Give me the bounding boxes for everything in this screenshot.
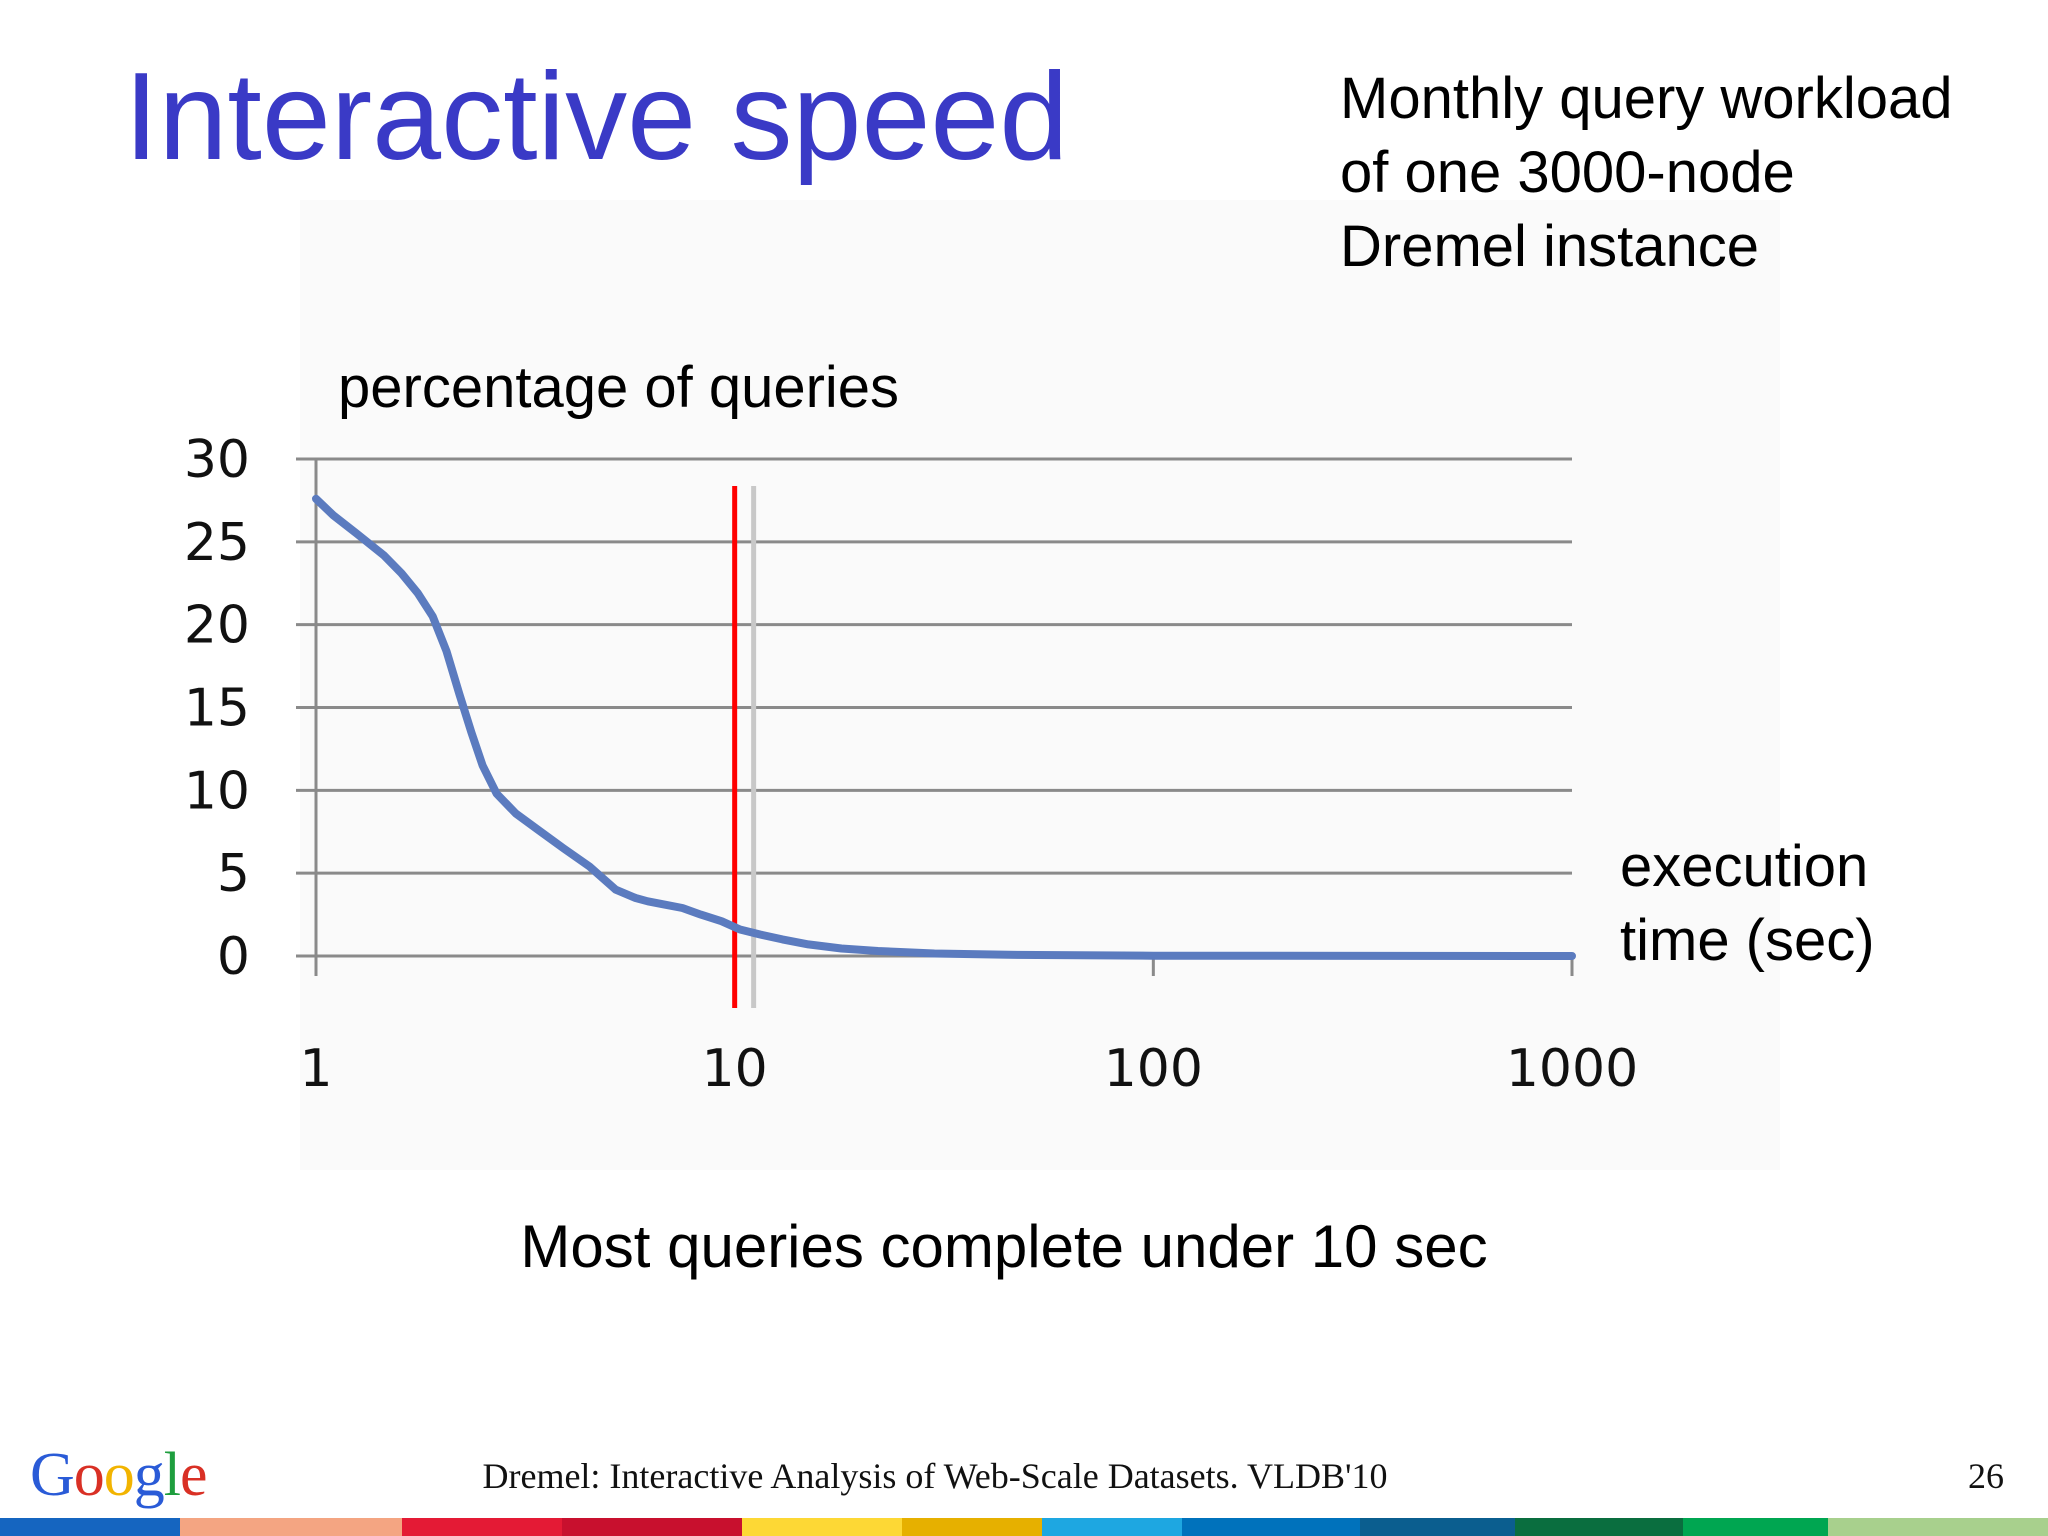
logo-letter-g: G	[30, 1441, 75, 1509]
chart-background	[300, 200, 1780, 1170]
stripe-segment	[742, 1518, 902, 1536]
x-axis-label: execution time (sec)	[1620, 830, 1875, 978]
stripe-segment	[1042, 1518, 1182, 1536]
stripe-segment	[1182, 1518, 1360, 1536]
x-tick-label: 10	[702, 1039, 768, 1099]
stripe-segment	[0, 1518, 180, 1536]
stripe-segment	[1360, 1518, 1515, 1536]
x-tick-label: 1	[299, 1039, 332, 1099]
y-axis-label: percentage of queries	[338, 355, 900, 420]
page-number: 26	[1968, 1456, 2004, 1496]
description-line-2: of one 3000-node	[1340, 140, 1795, 205]
slide-title: Interactive speed	[124, 48, 1069, 186]
chart-description: Monthly query workload of one 3000-node …	[1340, 62, 1953, 284]
y-tick-label: 15	[184, 679, 250, 739]
y-tick-label: 5	[217, 844, 250, 904]
google-logo: Google	[30, 1440, 208, 1511]
logo-letter-o1: o	[73, 1441, 105, 1509]
stripe-segment	[1515, 1518, 1683, 1536]
x-axis-label-line-1: execution	[1620, 834, 1869, 899]
slide-caption: Most queries complete under 10 sec	[520, 1213, 1488, 1280]
y-tick-label: 25	[184, 513, 250, 573]
stripe-segment	[902, 1518, 1042, 1536]
y-tick-label: 30	[184, 430, 250, 490]
logo-letter-g2: g	[133, 1441, 165, 1509]
y-tick-label: 10	[184, 761, 250, 821]
description-line-3: Dremel instance	[1340, 214, 1760, 279]
stripe-segment	[402, 1518, 562, 1536]
series-line	[312, 494, 1576, 960]
logo-letter-l: l	[163, 1441, 181, 1509]
x-axis-label-line-2: time (sec)	[1620, 908, 1875, 973]
stripe-segment	[1828, 1518, 2048, 1536]
footer-citation: Dremel: Interactive Analysis of Web-Scal…	[482, 1456, 1388, 1496]
y-tick-label: 0	[217, 927, 250, 987]
stripe-segment	[1683, 1518, 1828, 1536]
x-tick-label: 1000	[1506, 1039, 1638, 1099]
logo-letter-e: e	[180, 1441, 208, 1509]
description-line-1: Monthly query workload	[1340, 66, 1953, 131]
stripe-segment	[180, 1518, 402, 1536]
y-tick-label: 20	[184, 596, 250, 656]
stripe-segment	[562, 1518, 742, 1536]
footer-color-stripe	[0, 1518, 2048, 1536]
logo-letter-o2: o	[103, 1441, 135, 1509]
x-tick-label: 100	[1104, 1039, 1203, 1099]
